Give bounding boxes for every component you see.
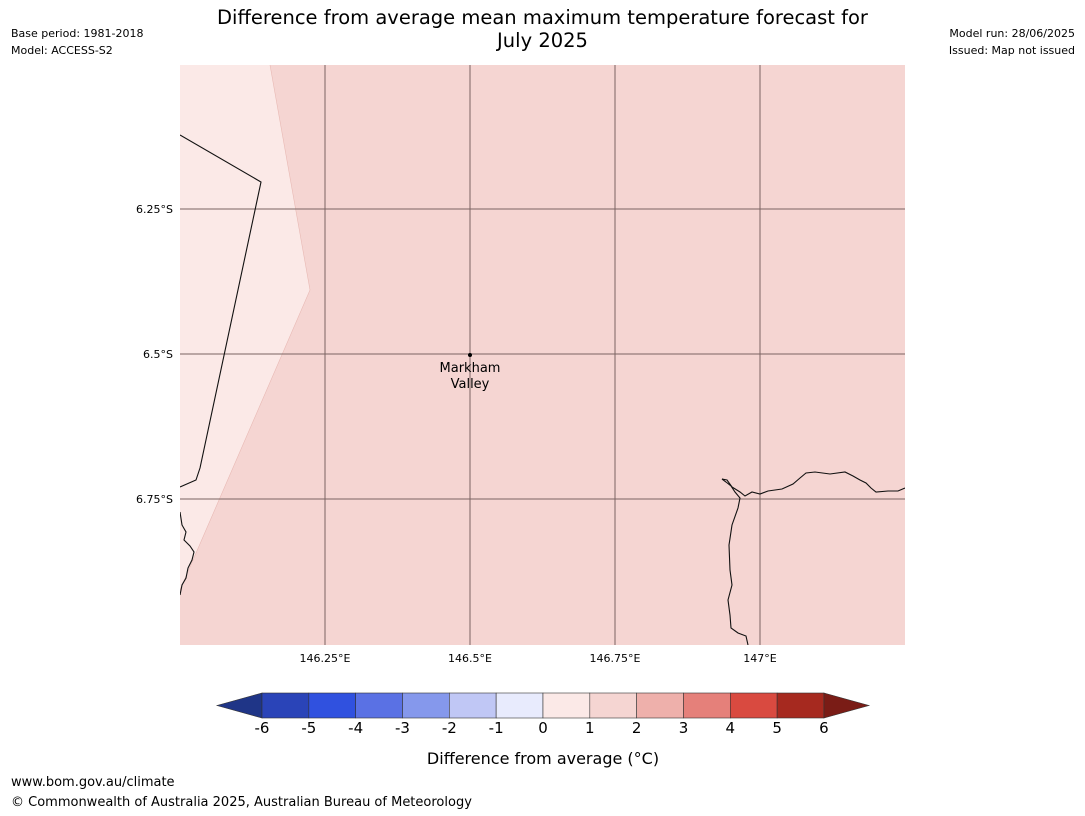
colorbar-segment <box>402 692 450 719</box>
colorbar-tick-label: 2 <box>632 719 642 737</box>
colorbar-segment <box>261 692 310 719</box>
place-name-line-2: Valley <box>451 377 490 392</box>
colorbar-tick-label: 5 <box>772 719 782 737</box>
lat-label-6-75: 6.75°S <box>136 493 173 506</box>
colorbar-tick-label: -2 <box>442 719 457 737</box>
colorbar-segment <box>729 692 778 719</box>
colorbar-tick-label: 1 <box>585 719 595 737</box>
colorbar-label: Difference from average (°C) <box>427 749 659 768</box>
colorbar-tick-label: -1 <box>489 719 504 737</box>
contour-edge <box>180 65 311 591</box>
title-line-2: July 2025 <box>497 29 588 52</box>
metadata-left: Base period: 1981-2018 Model: ACCESS-S2 <box>11 25 143 59</box>
region-boundary-line <box>180 134 262 488</box>
colorbar-tick-label: -3 <box>395 719 410 737</box>
footer-copyright: © Commonwealth of Australia 2025, Austra… <box>11 795 472 810</box>
colorbar-tick-label: 6 <box>819 719 829 737</box>
colorbar-tick-label: 0 <box>538 719 548 737</box>
colorbar-segment <box>683 692 731 719</box>
issued-text: Issued: Map not issued <box>948 44 1075 57</box>
metadata-right: Model run: 28/06/2025 Issued: Map not is… <box>949 25 1075 59</box>
model-text: Model: ACCESS-S2 <box>11 44 113 57</box>
colorbar-segment <box>636 692 684 719</box>
colorbar-legend: -6 -5 -4 -3 -2 -1 0 1 2 3 4 5 6 <box>215 692 871 737</box>
base-period-text: Base period: 1981-2018 <box>11 27 144 40</box>
latitude-labels: 6.25°S 6.5°S 6.75°S <box>136 203 173 506</box>
colorbar-segment <box>308 692 356 719</box>
coastline-east <box>721 471 905 645</box>
anomaly-0-1-area <box>180 65 310 590</box>
colorbar-tick-label: -6 <box>255 719 270 737</box>
longitude-labels: 146.25°E 146.5°E 146.75°E 147°E <box>300 652 777 665</box>
lon-label-147: 147°E <box>743 652 776 665</box>
colorbar-segment <box>495 692 544 719</box>
lon-label-146-25: 146.25°E <box>300 652 351 665</box>
colorbar-segment <box>449 692 497 719</box>
lat-label-6-25: 6.25°S <box>136 203 173 216</box>
lat-label-6-5: 6.5°S <box>143 348 173 361</box>
colorbar-arrow-low <box>215 692 263 719</box>
colorbar-arrow-high <box>823 692 871 719</box>
boundaries <box>180 134 905 645</box>
lon-label-146-5: 146.5°E <box>448 652 492 665</box>
coastline-west <box>180 511 195 596</box>
colorbar-tick-label: 4 <box>726 719 736 737</box>
footer-url: www.bom.gov.au/climate <box>11 775 175 790</box>
place-name-line-1: Markham <box>440 361 501 376</box>
map-title: Difference from average mean maximum tem… <box>180 6 905 52</box>
map-panel: Markham Valley <box>180 65 905 645</box>
title-line-1: Difference from average mean maximum tem… <box>217 6 868 29</box>
colorbar-tick-label: -4 <box>348 719 363 737</box>
lon-label-146-75: 146.75°E <box>590 652 641 665</box>
colorbar-segment <box>542 692 591 719</box>
colorbar-segment <box>355 692 403 719</box>
colorbar-segment <box>776 692 825 719</box>
colorbar-tick-label: 3 <box>679 719 689 737</box>
anomaly-1-2-area <box>180 65 905 645</box>
colorbar-tick-label: -5 <box>301 719 316 737</box>
place-marker <box>468 353 472 357</box>
model-run-text: Model run: 28/06/2025 <box>949 27 1075 40</box>
colorbar-segment <box>589 692 637 719</box>
